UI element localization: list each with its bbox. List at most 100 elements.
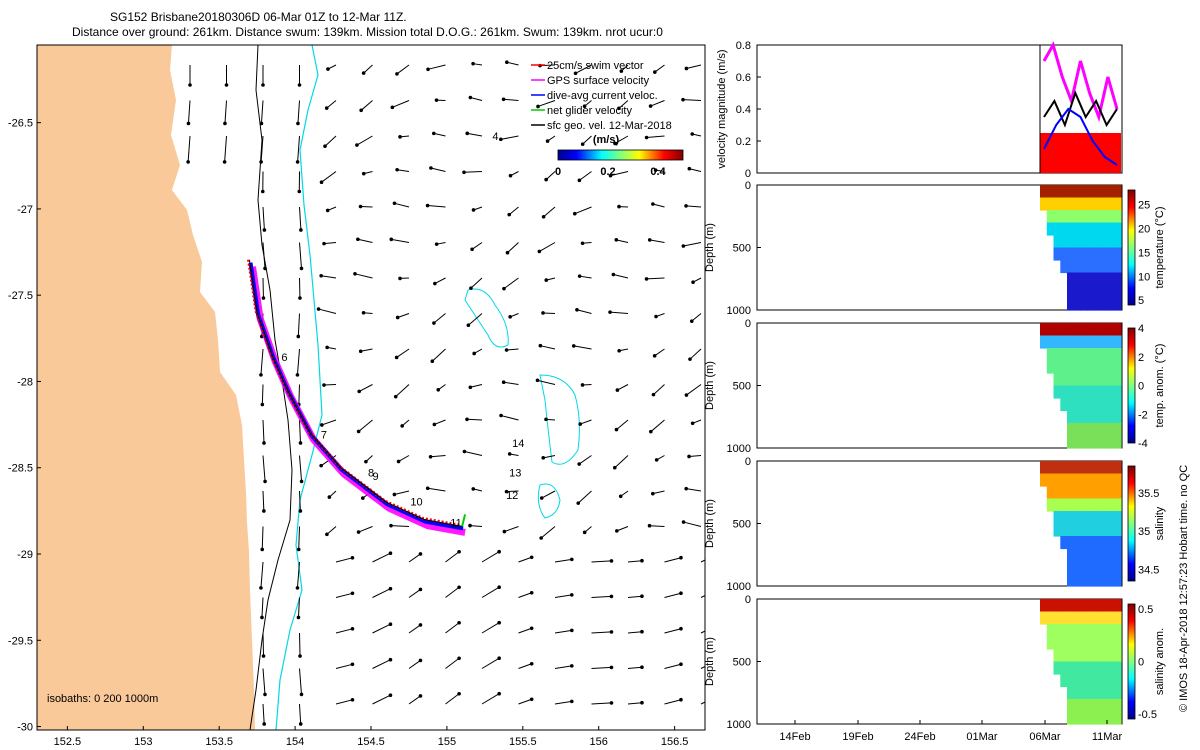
geo-arrow [591, 666, 612, 669]
colorbar-tick-label: 0.2 [600, 166, 615, 178]
section-cell [1060, 461, 1068, 475]
geo-arrow [464, 451, 483, 456]
section-cell [1053, 624, 1061, 638]
geo-arrow [683, 242, 702, 247]
geo-arrow-head [502, 286, 506, 291]
geo-arrow-head [263, 692, 267, 697]
geo-arrow [431, 348, 446, 362]
section-cell [1067, 235, 1075, 249]
section-cell [1080, 711, 1088, 725]
geo-arrow [691, 313, 702, 322]
section-cell [1094, 561, 1102, 575]
section-cell [1094, 699, 1102, 713]
section-cell [1080, 197, 1088, 211]
section-cell [1080, 235, 1088, 249]
section-cell [1094, 473, 1102, 487]
geo-arrow [540, 526, 556, 539]
geo-arrow-head [687, 454, 691, 459]
geo-arrow [554, 629, 572, 634]
geo-arrow-head [398, 135, 402, 139]
geo-arrow-head [471, 61, 475, 66]
geo-arrow-head [570, 593, 574, 597]
section-cell [1073, 674, 1082, 688]
geo-arrow-head [361, 171, 366, 176]
velocity-y-tick-label: 0.4 [736, 104, 751, 116]
section-cell [1094, 285, 1102, 299]
geo-arrow-head [350, 662, 355, 667]
geo-arrow-head [356, 237, 360, 242]
section-cell [1040, 461, 1048, 475]
section-cell [1107, 536, 1115, 550]
section-cell [1107, 473, 1115, 487]
legend-swim-label: 25cm/s swim vector [547, 60, 644, 72]
section-cell [1100, 536, 1109, 550]
section-cell [1067, 348, 1075, 362]
section-cell [1080, 661, 1088, 675]
geo-arrow [700, 630, 705, 634]
geo-arrow [297, 597, 300, 618]
section-cell [1100, 197, 1109, 211]
geo-arrow [664, 628, 682, 634]
geo-arrow [262, 490, 265, 512]
geo-arrow-head [356, 429, 361, 434]
section-cell [1100, 297, 1109, 311]
geo-arrow-head [679, 662, 683, 667]
section-cell [1100, 285, 1109, 299]
geo-arrow [554, 700, 572, 705]
section-y-tick-label: 1000 [727, 581, 751, 593]
geo-arrow [445, 657, 460, 669]
section-cell [1100, 360, 1109, 374]
geo-arrow-head [570, 664, 574, 668]
map-x-tick-label: 153 [134, 736, 152, 748]
section-cell [1073, 260, 1082, 274]
geo-arrow-head [684, 486, 688, 491]
geo-arrow [481, 693, 500, 705]
colorbar-tick-label: 0 [1138, 657, 1144, 669]
geo-arrow [575, 64, 592, 74]
geo-arrow-head [611, 272, 616, 277]
section-cell [1114, 661, 1122, 675]
geo-arrow-head [644, 135, 649, 140]
geo-arrow-head [388, 622, 393, 627]
geo-arrow-head [298, 654, 302, 658]
geo-arrow [654, 348, 665, 357]
section-cell [1053, 348, 1061, 362]
geo-arrow [481, 586, 500, 598]
section-cell [1114, 435, 1122, 449]
geo-arrow [664, 592, 682, 598]
section-cell [1100, 260, 1109, 274]
geo-arrow-head [432, 321, 436, 325]
section-cell [1087, 197, 1095, 211]
section-cell [1087, 536, 1095, 550]
section-cell [1073, 699, 1082, 713]
section-cell [1046, 348, 1055, 362]
geo-arrow-head [608, 310, 612, 314]
geo-arrow [518, 556, 532, 563]
colorbar-label: temp. anom. (°C) [1154, 344, 1166, 428]
geo-arrow [610, 171, 629, 177]
geo-arrow [617, 384, 629, 391]
geo-arrow [618, 100, 629, 109]
geo-arrow-head [529, 555, 534, 560]
section-cell [1067, 699, 1075, 713]
section-cell [1094, 611, 1102, 625]
section-cell [1100, 398, 1109, 412]
geo-arrow [700, 559, 705, 563]
section-cell [1073, 297, 1082, 311]
section-cell [1094, 235, 1102, 249]
geo-arrow [397, 169, 410, 172]
section-cell [1114, 461, 1122, 475]
section-cell [1087, 498, 1095, 512]
geo-arrow [445, 693, 460, 705]
geo-arrow-head [499, 413, 503, 418]
section-cell [1107, 611, 1115, 625]
geo-arrow-head [262, 722, 267, 726]
section-cell [1107, 235, 1115, 249]
geo-arrow-head [436, 388, 441, 392]
geo-arrow-head [684, 66, 689, 71]
section-cell [1053, 373, 1061, 387]
section-cell [1087, 385, 1095, 399]
geo-arrow [467, 132, 483, 137]
section-cell [1094, 711, 1102, 725]
